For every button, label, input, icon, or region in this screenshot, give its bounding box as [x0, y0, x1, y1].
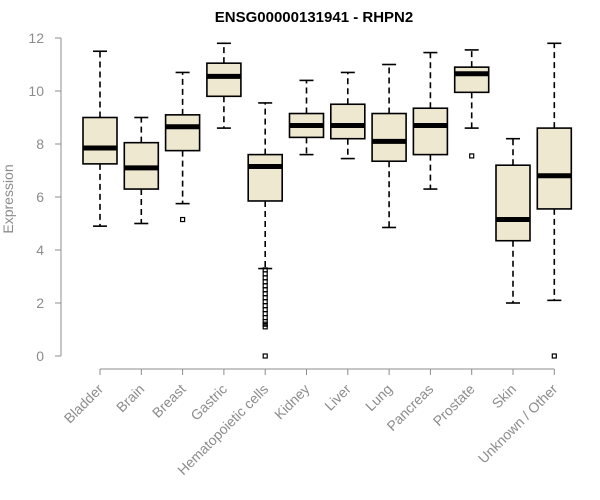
box-prostate: [453, 49, 490, 159]
iqr-box: [164, 114, 201, 152]
box-group: [82, 42, 573, 359]
y-tick-label: 10: [28, 83, 44, 99]
box-lung: [371, 63, 407, 229]
iqr-box: [329, 103, 366, 140]
outlier-point: [262, 321, 268, 327]
x-tick-label: Skin: [489, 381, 520, 412]
x-tick-label: Breast: [149, 381, 189, 421]
box-liver: [329, 71, 366, 160]
y-tick-label: 6: [36, 189, 44, 205]
y-axis-label: Expression: [0, 164, 16, 233]
x-tick-label: Brain: [113, 381, 147, 415]
box-unknown-other: [536, 42, 573, 359]
chart-title: ENSG00000131941 - RHPN2: [215, 9, 413, 26]
outlier-point: [262, 324, 268, 330]
box-brain: [123, 116, 160, 225]
y-tick-label: 4: [36, 242, 44, 258]
iqr-box: [453, 66, 490, 94]
box-kidney: [288, 79, 325, 156]
outlier-point: [180, 216, 186, 223]
y-tick-label: 2: [36, 295, 44, 311]
x-tick-label: Liver: [321, 381, 354, 414]
box-bladder: [82, 50, 118, 227]
iqr-box: [206, 62, 242, 98]
y-tick-label: 0: [36, 348, 44, 364]
x-tick-label: Prostate: [430, 381, 478, 429]
x-tick-label: Lung: [362, 381, 395, 414]
box-gastric: [206, 42, 242, 129]
outlier-point: [262, 353, 268, 359]
iqr-box: [495, 164, 531, 242]
iqr-box: [247, 153, 283, 202]
box-pancreas: [412, 51, 449, 190]
box-breast: [164, 71, 201, 223]
y-tick-label: 12: [28, 30, 44, 46]
y-tick-label: 8: [36, 136, 44, 152]
x-tick-label: Kidney: [271, 381, 313, 423]
y-axis: 0 2 4 6 8 10 12: [28, 30, 62, 364]
box-hematopoietic-cells: [247, 102, 283, 359]
outlier-point: [262, 267, 268, 273]
iqr-box: [82, 116, 118, 165]
iqr-box: [536, 127, 573, 210]
iqr-box: [412, 107, 449, 156]
outlier-point: [551, 353, 557, 359]
iqr-box: [371, 112, 407, 163]
box-skin: [495, 137, 531, 304]
x-tick-label: Bladder: [61, 381, 107, 427]
outlier-point: [469, 153, 475, 159]
